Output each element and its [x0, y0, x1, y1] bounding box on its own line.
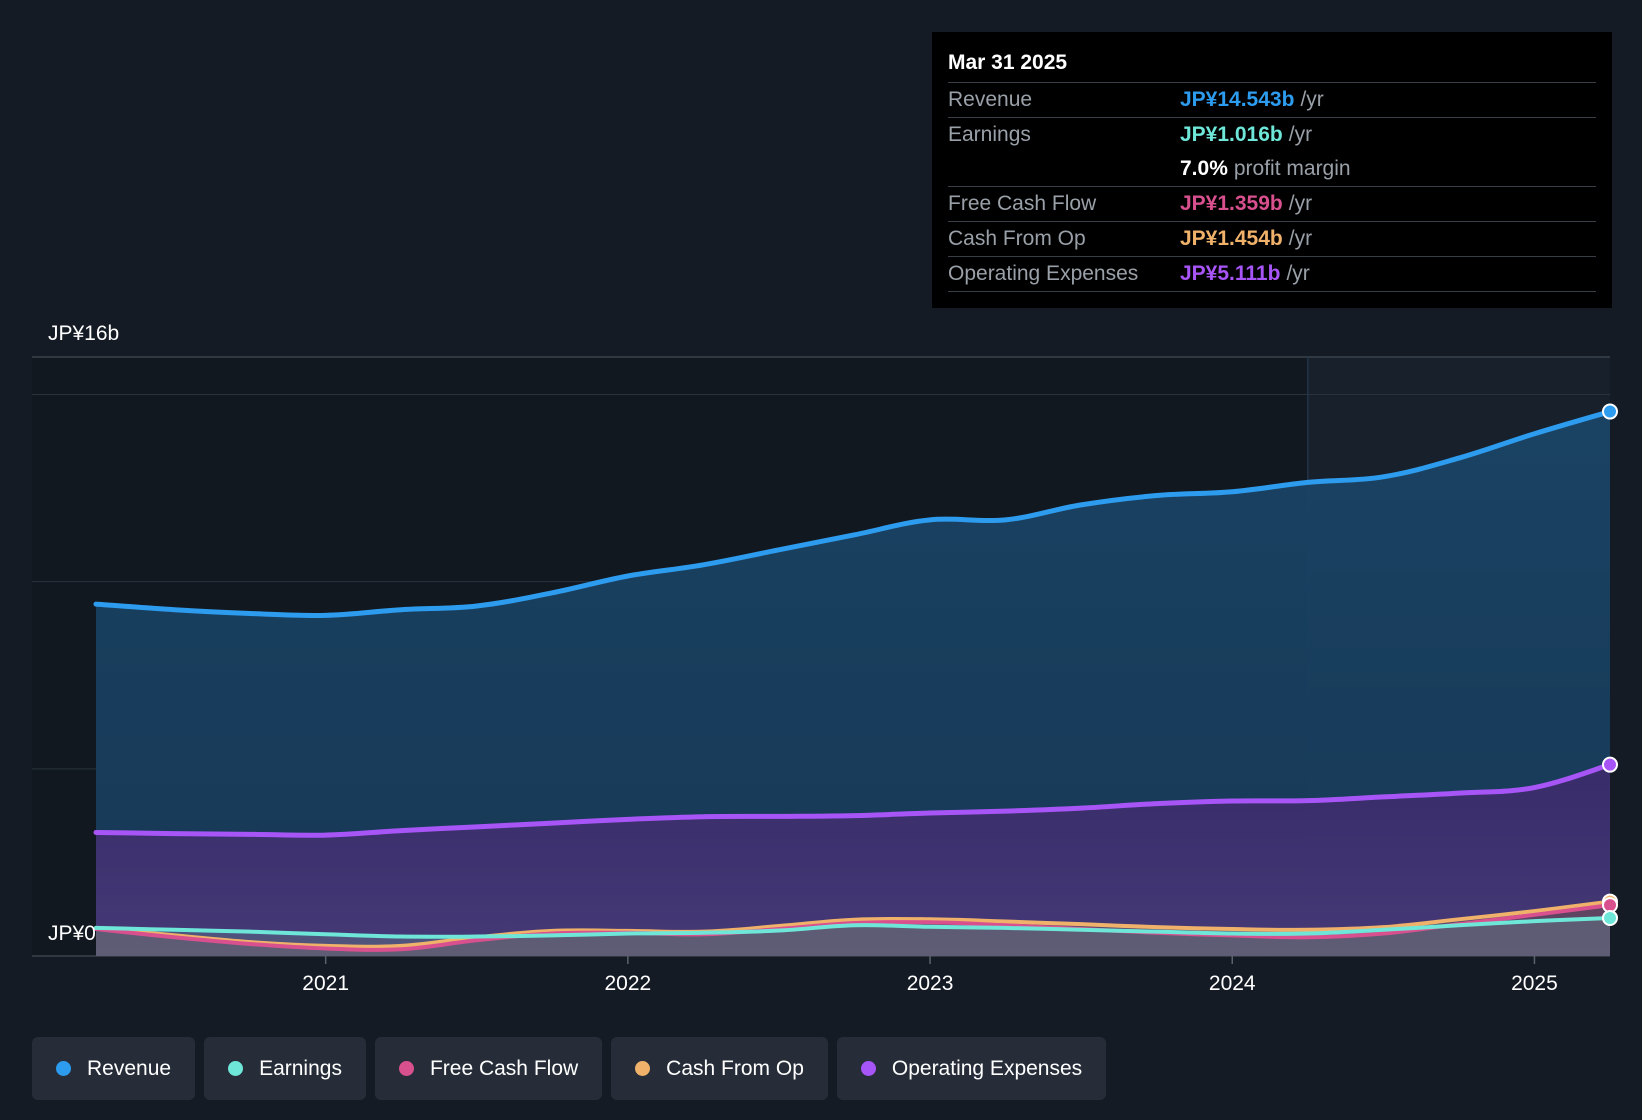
tooltip-row-label: Earnings [948, 123, 1031, 146]
x-tick-label: 2021 [302, 972, 349, 995]
legend-item-free-cash-flow[interactable]: Free Cash Flow [374, 1037, 603, 1100]
tooltip-row: Free Cash Flow JP¥1.359b/yr [948, 187, 1596, 222]
legend-dot-icon [228, 1061, 244, 1076]
end-marker-earnings [1602, 909, 1618, 926]
legend-dot-icon [56, 1061, 71, 1076]
legend-item-operating-expenses[interactable]: Operating Expenses [836, 1037, 1107, 1100]
tooltip-row-label [948, 152, 1180, 186]
tooltip-row-label: Revenue [948, 88, 1033, 111]
line-earnings [94, 915, 1612, 939]
tooltip-row: Cash From Op JP¥1.454b/yr [948, 222, 1596, 257]
x-tick-label: 2024 [1209, 972, 1256, 995]
legend-label: Cash From Op [666, 1056, 804, 1080]
y-axis-top-label: JP¥16b [48, 322, 119, 345]
legend-dot-icon [398, 1061, 414, 1076]
x-tick-label: 2025 [1511, 972, 1558, 995]
tooltip-row-unit: /yr [1286, 262, 1310, 285]
tooltip-row: Revenue JP¥14.543b/yr [948, 83, 1596, 118]
tooltip-row-label: Cash From Op [948, 227, 1086, 250]
tooltip-date: Mar 31 2025 [948, 46, 1596, 83]
tooltip-row-value: JP¥5.111b [1180, 262, 1281, 285]
area-earnings [96, 917, 1610, 956]
x-tick-label: 2022 [605, 972, 652, 995]
tooltip-row-unit: profit margin [1233, 157, 1351, 180]
line-operating-expenses [93, 762, 1613, 838]
legend: Revenue Earnings Free Cash Flow Cash From O… [32, 1037, 1115, 1100]
tooltip-row: 7.0% profit margin [948, 152, 1596, 187]
tooltip-row-label: Operating Expenses [948, 262, 1139, 285]
tooltip-row-unit: /yr [1288, 123, 1313, 146]
end-marker-revenue [1602, 403, 1618, 420]
tooltip-row: Earnings JP¥1.016b/yr [948, 118, 1596, 152]
tooltip-row: Operating Expenses JP¥5.111b/yr [948, 257, 1596, 292]
legend-label: Operating Expenses [891, 1056, 1083, 1080]
tooltip-row-unit: /yr [1288, 192, 1313, 215]
legend-label: Revenue [87, 1056, 172, 1080]
end-marker-operating-expenses [1602, 756, 1618, 773]
line-cash-from-op [94, 899, 1612, 949]
tooltip-row-value: 7.0% [1180, 157, 1228, 180]
legend-label: Earnings [259, 1056, 342, 1080]
legend-dot-icon [635, 1061, 651, 1076]
line-free-cash-flow [94, 903, 1612, 952]
y-axis-zero-label: JP¥0 [48, 922, 96, 945]
tooltip-panel: Mar 31 2025 Revenue JP¥14.543b/yr Earnings… [932, 32, 1612, 308]
tooltip-row-value: JP¥14.543b [1180, 88, 1295, 111]
line-revenue [93, 409, 1613, 618]
legend-label: Free Cash Flow [429, 1056, 579, 1080]
tooltip-row-unit: /yr [1300, 88, 1324, 111]
legend-item-revenue[interactable]: Revenue [32, 1037, 196, 1100]
tooltip-row-value: JP¥1.359b [1180, 192, 1283, 215]
legend-dot-icon [860, 1061, 876, 1076]
tooltip-row-label: Free Cash Flow [948, 192, 1097, 215]
legend-item-cash-from-op[interactable]: Cash From Op [611, 1037, 828, 1100]
tooltip-row-value: JP¥1.016b [1180, 123, 1283, 146]
tooltip-row-unit: /yr [1288, 227, 1313, 250]
x-tick-label: 2023 [907, 972, 954, 995]
tooltip-row-value: JP¥1.454b [1180, 227, 1283, 250]
legend-item-earnings[interactable]: Earnings [204, 1037, 366, 1100]
area-operating-expenses [96, 764, 1610, 956]
